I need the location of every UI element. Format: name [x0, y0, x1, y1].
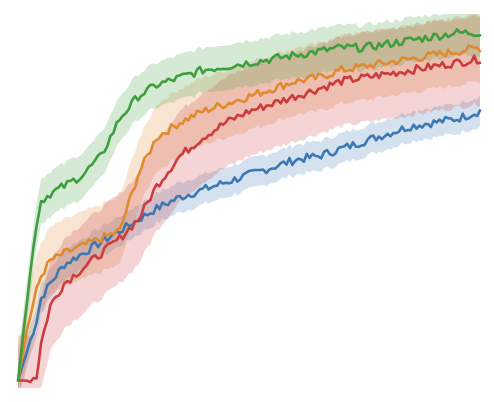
confidence-bands [18, 14, 480, 389]
series-4-line [16, 28, 482, 382]
series-4-band [18, 14, 480, 388]
series-1-line [16, 109, 482, 382]
series-2-line [16, 44, 482, 382]
series-lines [16, 28, 482, 384]
series-3-line [16, 54, 482, 384]
series-3-band [18, 14, 480, 388]
